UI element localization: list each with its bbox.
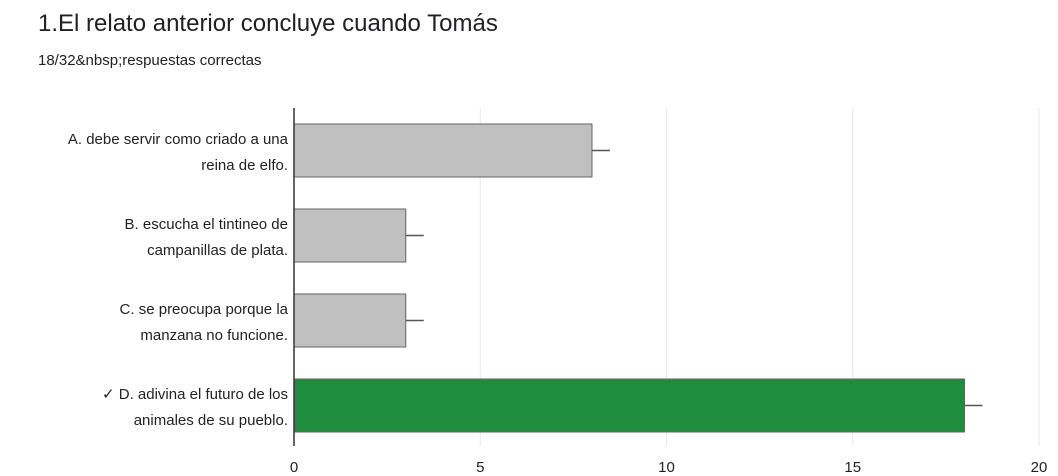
category-label-line: campanillas de plata. xyxy=(147,242,288,259)
bar xyxy=(293,208,407,263)
category-label-line: ✓ D. adivina el futuro de los xyxy=(102,386,288,403)
category-labels: A. debe servir como criado a una reina de… xyxy=(68,131,289,429)
category-label-line: animales de su pueblo. xyxy=(134,412,288,429)
category-label-line: A. debe servir como criado a una xyxy=(68,131,289,148)
bar-correct xyxy=(293,378,965,433)
question-title: 1.El relato anterior concluye cuando Tom… xyxy=(38,10,498,37)
x-tick-label: 0 xyxy=(290,459,298,476)
category-label-line: C. se preocupa porque la xyxy=(120,301,289,318)
category-label-line: manzana no funcione. xyxy=(140,327,288,344)
bars xyxy=(293,123,983,433)
x-tick-label: 15 xyxy=(844,459,861,476)
category-label-line: reina de elfo. xyxy=(201,157,288,174)
x-tick-label: 20 xyxy=(1031,459,1048,476)
category-label: B. escucha el tintineo de campanillas de … xyxy=(125,216,288,259)
bar xyxy=(293,293,407,348)
category-label-line: B. escucha el tintineo de xyxy=(125,216,288,233)
x-axis-ticks: 0 5 10 15 20 xyxy=(290,459,1048,476)
category-label: A. debe servir como criado a una reina de… xyxy=(68,131,289,174)
bar xyxy=(293,123,593,178)
category-label: C. se preocupa porque la manzana no funci… xyxy=(120,301,289,344)
category-label: ✓ D. adivina el futuro de los animales de… xyxy=(102,386,288,429)
x-tick-label: 10 xyxy=(658,459,675,476)
x-tick-label: 5 xyxy=(476,459,484,476)
correct-responses-summary: 18/32&nbsp;respuestas correctas xyxy=(38,52,262,69)
